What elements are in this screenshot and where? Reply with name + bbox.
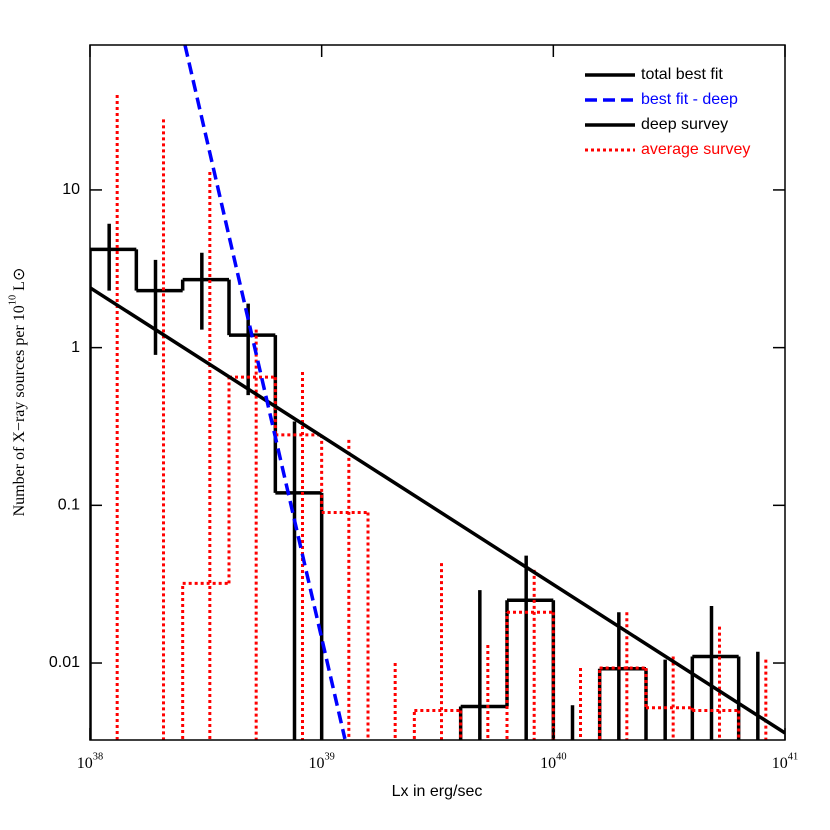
x-tick-label: 1041​	[772, 752, 798, 772]
fit-line	[90, 286, 785, 735]
legend-label: best fit - deep	[641, 91, 738, 108]
legend-label: total best fit	[641, 66, 723, 83]
y-tick-label: 1	[71, 339, 80, 356]
legend-label: deep survey	[641, 116, 728, 133]
y-tick-label: 10	[62, 181, 80, 198]
fit-line	[183, 45, 347, 740]
legend-label: average survey	[641, 141, 750, 158]
x-tick-label: 1038​	[77, 752, 103, 772]
axes-frame	[89, 44, 786, 741]
y-tick-label: 0.01	[49, 654, 80, 671]
x-tick-label: 1040​	[540, 752, 566, 772]
y-axis-label: Number of X−ray sources per 1010​ L⊙	[8, 268, 28, 517]
x-tick-label: 1039​	[308, 752, 334, 772]
x-axis-label: Lx in erg/sec	[392, 783, 483, 800]
plot-area	[90, 45, 785, 740]
y-tick-label: 0.1	[58, 497, 80, 514]
